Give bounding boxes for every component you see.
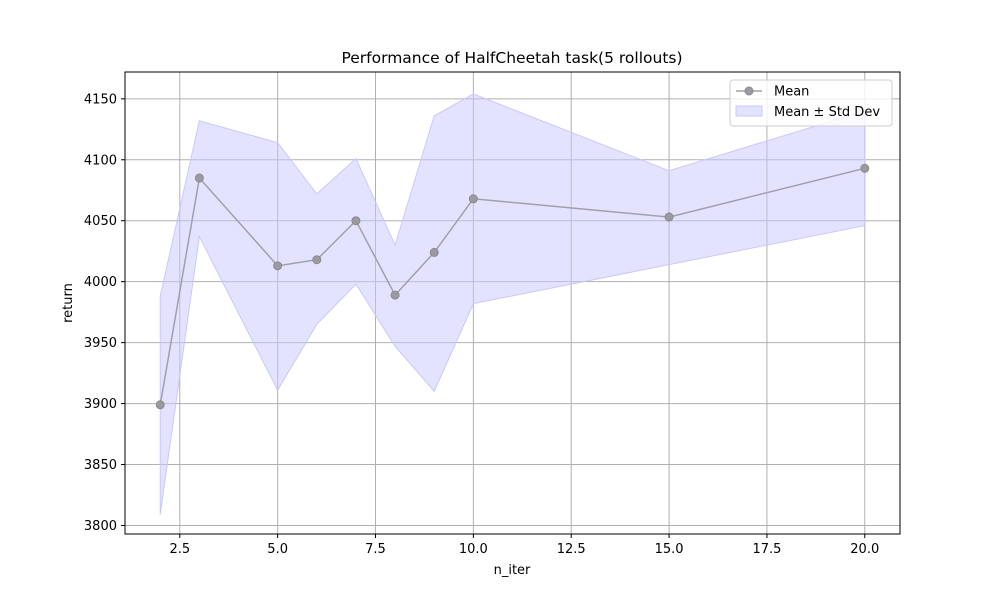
std-band [159,93,866,515]
mean-point [468,194,478,204]
mean-point [390,290,400,300]
x-tick-label: 17.5 [752,542,781,557]
y-tick-label: 3950 [84,336,117,351]
mean-point [351,216,361,226]
plot-frame [124,71,901,535]
legend: Mean Mean ± Std Dev [729,79,893,127]
x-tick-label: 5.0 [267,542,288,557]
x-tick-label: 15.0 [655,542,684,557]
legend-box [729,79,893,127]
mean-point [312,255,322,265]
y-axis-ticks: 3800 3850 3900 3950 4000 4050 4100 4150 [84,92,125,534]
mean-point [155,400,165,410]
mean-line-layer [155,163,870,410]
mean-point [194,173,204,183]
legend-label-std: Mean ± Std Dev [774,105,880,120]
std-band-layer [159,93,866,515]
y-axis-label: return [61,283,76,323]
mean-line [159,167,865,405]
mean-point [429,247,439,257]
y-tick-label: 4050 [84,214,117,229]
y-tick-label: 4000 [84,275,117,290]
y-tick-label: 3800 [84,519,117,534]
y-tick-label: 4150 [84,92,117,107]
x-axis-label: n_iter [494,563,531,578]
mean-point [860,163,870,173]
y-tick-label: 4100 [84,153,117,168]
legend-band-swatch [735,105,763,117]
x-tick-label: 10.0 [459,542,488,557]
x-axis-ticks: 2.5 5.0 7.5 10.0 12.5 15.0 17.5 20.0 [169,534,879,557]
x-tick-label: 7.5 [365,542,386,557]
x-tick-label: 12.5 [557,542,586,557]
mean-point [664,212,674,222]
chart-title: Performance of HalfCheetah task(5 rollou… [341,49,682,67]
x-tick-label: 20.0 [850,542,879,557]
legend-label-mean: Mean [774,85,809,100]
y-tick-label: 3900 [84,397,117,412]
y-tick-label: 3850 [84,458,117,473]
x-tick-label: 2.5 [169,542,190,557]
mean-point [273,261,283,271]
legend-mean-marker-swatch [744,86,754,96]
